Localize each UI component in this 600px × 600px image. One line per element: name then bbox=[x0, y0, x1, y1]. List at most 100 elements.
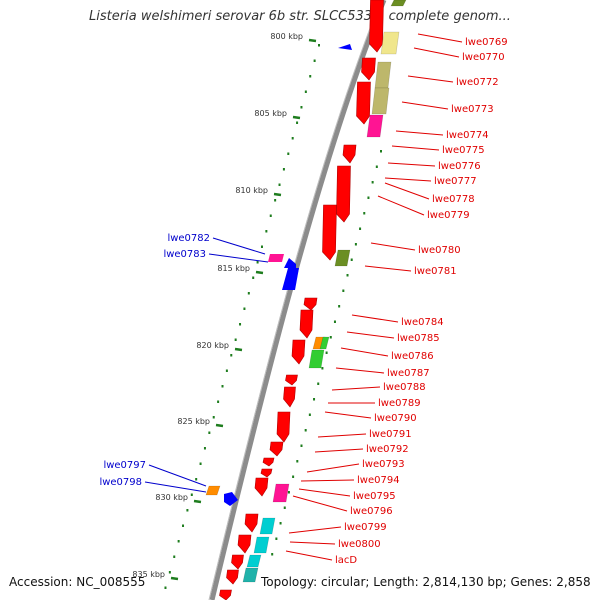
leader-line bbox=[370, 242, 416, 251]
major-tick bbox=[234, 347, 243, 352]
gene-label-right: lwe0775 bbox=[442, 145, 485, 156]
major-tick bbox=[308, 38, 317, 43]
gene-arrow bbox=[303, 297, 318, 311]
gene-arrow bbox=[237, 534, 252, 554]
gene-arrow bbox=[285, 374, 298, 386]
minor-tick bbox=[247, 292, 250, 295]
gene-label-right: lacD bbox=[335, 555, 357, 566]
leader-line bbox=[289, 541, 336, 545]
minor-tick bbox=[287, 491, 290, 494]
gene-label-left: lwe0783 bbox=[163, 249, 206, 260]
major-tick bbox=[193, 499, 202, 504]
gene-arrow bbox=[283, 386, 296, 408]
gene-label-right: lwe0788 bbox=[383, 382, 426, 393]
leader-line bbox=[417, 33, 463, 43]
gene-block bbox=[366, 114, 384, 138]
gene-label-right: lwe0799 bbox=[344, 522, 387, 533]
gene-arrow bbox=[254, 477, 269, 497]
leader-line bbox=[208, 253, 269, 263]
gene-block bbox=[268, 254, 284, 262]
gene-block bbox=[334, 249, 351, 267]
minor-tick bbox=[296, 121, 299, 124]
leader-line bbox=[317, 433, 367, 438]
minor-tick bbox=[321, 367, 324, 370]
minor-tick bbox=[252, 276, 255, 279]
minor-tick bbox=[296, 460, 299, 463]
gene-label-right: lwe0794 bbox=[357, 475, 400, 486]
leader-line bbox=[407, 75, 454, 83]
minor-tick bbox=[371, 181, 374, 184]
major-tick bbox=[215, 423, 224, 428]
gene-arrow bbox=[338, 44, 352, 50]
tick-label: 835 kbp bbox=[132, 570, 165, 579]
map-title: Listeria welshimeri serovar 6b str. SLCC… bbox=[89, 9, 511, 24]
gene-arrow bbox=[322, 204, 337, 261]
leader-line bbox=[384, 177, 432, 182]
minor-tick bbox=[338, 305, 341, 308]
tick-label: 820 kbp bbox=[196, 341, 229, 350]
gene-block bbox=[390, 0, 407, 7]
gene-arrow bbox=[262, 457, 275, 467]
gene-label-right: lwe0770 bbox=[462, 52, 505, 63]
gene-arrow bbox=[260, 468, 273, 478]
gene-label-right: lwe0785 bbox=[397, 333, 440, 344]
gene-arrow bbox=[369, 0, 384, 53]
minor-tick bbox=[239, 323, 242, 326]
gene-arrow bbox=[361, 57, 376, 81]
minor-tick bbox=[217, 400, 220, 403]
leader-line bbox=[324, 411, 372, 419]
leader-line bbox=[391, 145, 440, 151]
major-tick-group bbox=[170, 38, 317, 581]
gene-label-right: lwe0784 bbox=[401, 317, 444, 328]
tick-label: 805 kbp bbox=[254, 109, 287, 118]
tick-label: 815 kbp bbox=[217, 264, 250, 273]
gene-arrow bbox=[226, 569, 239, 585]
gene-arrow bbox=[284, 258, 296, 268]
gene-label-right: lwe0793 bbox=[362, 459, 405, 470]
minor-tick bbox=[287, 152, 290, 155]
major-tick bbox=[273, 192, 282, 197]
gene-arrow bbox=[269, 441, 284, 457]
minor-tick bbox=[168, 571, 171, 574]
gene-arrow bbox=[224, 492, 238, 506]
minor-tick bbox=[278, 183, 281, 186]
gene-arrow bbox=[244, 513, 259, 533]
gene-block bbox=[272, 483, 290, 503]
major-tick bbox=[255, 270, 264, 275]
topology-text: Topology: circular; Length: 2,814,130 bp… bbox=[261, 575, 591, 589]
minor-tick bbox=[354, 243, 357, 246]
gene-label-left: lwe0797 bbox=[103, 460, 146, 471]
minor-tick bbox=[325, 351, 328, 354]
minor-tick bbox=[225, 369, 228, 372]
left-label-group: lwe0782 lwe0783 lwe0797 lwe0798 bbox=[99, 233, 210, 488]
gene-block bbox=[205, 485, 221, 496]
gene-block bbox=[380, 31, 400, 55]
gene-label-right: lwe0778 bbox=[432, 194, 475, 205]
leader-line bbox=[377, 195, 425, 216]
minor-tick bbox=[375, 165, 378, 168]
minor-tick bbox=[308, 413, 311, 416]
gene-label-right: lwe0777 bbox=[434, 176, 477, 187]
minor-tick-group bbox=[164, 44, 382, 589]
gene-label-right: lwe0800 bbox=[338, 539, 381, 550]
minor-tick bbox=[269, 214, 272, 217]
gene-label-right: lwe0796 bbox=[350, 506, 393, 517]
minor-tick bbox=[313, 398, 316, 401]
minor-tick bbox=[300, 106, 303, 109]
minor-tick bbox=[317, 382, 320, 385]
minor-tick bbox=[274, 199, 277, 202]
minor-tick bbox=[164, 586, 167, 589]
minor-tick bbox=[243, 307, 246, 310]
leader-line bbox=[331, 386, 381, 391]
gene-arrow bbox=[219, 589, 232, 600]
gene-label-right: lwe0776 bbox=[438, 161, 481, 172]
gene-arrow bbox=[356, 81, 371, 125]
gene-label-right: lwe0786 bbox=[391, 351, 434, 362]
minor-tick bbox=[221, 385, 224, 388]
right-label-group: lwe0769 lwe0770 lwe0772 lwe0773 lwe0774 lwe07… bbox=[335, 37, 508, 566]
leader-line bbox=[144, 481, 207, 493]
gene-label-left: lwe0798 bbox=[99, 477, 142, 488]
gene-block bbox=[246, 554, 262, 568]
gene-label-right: lwe0791 bbox=[369, 429, 412, 440]
